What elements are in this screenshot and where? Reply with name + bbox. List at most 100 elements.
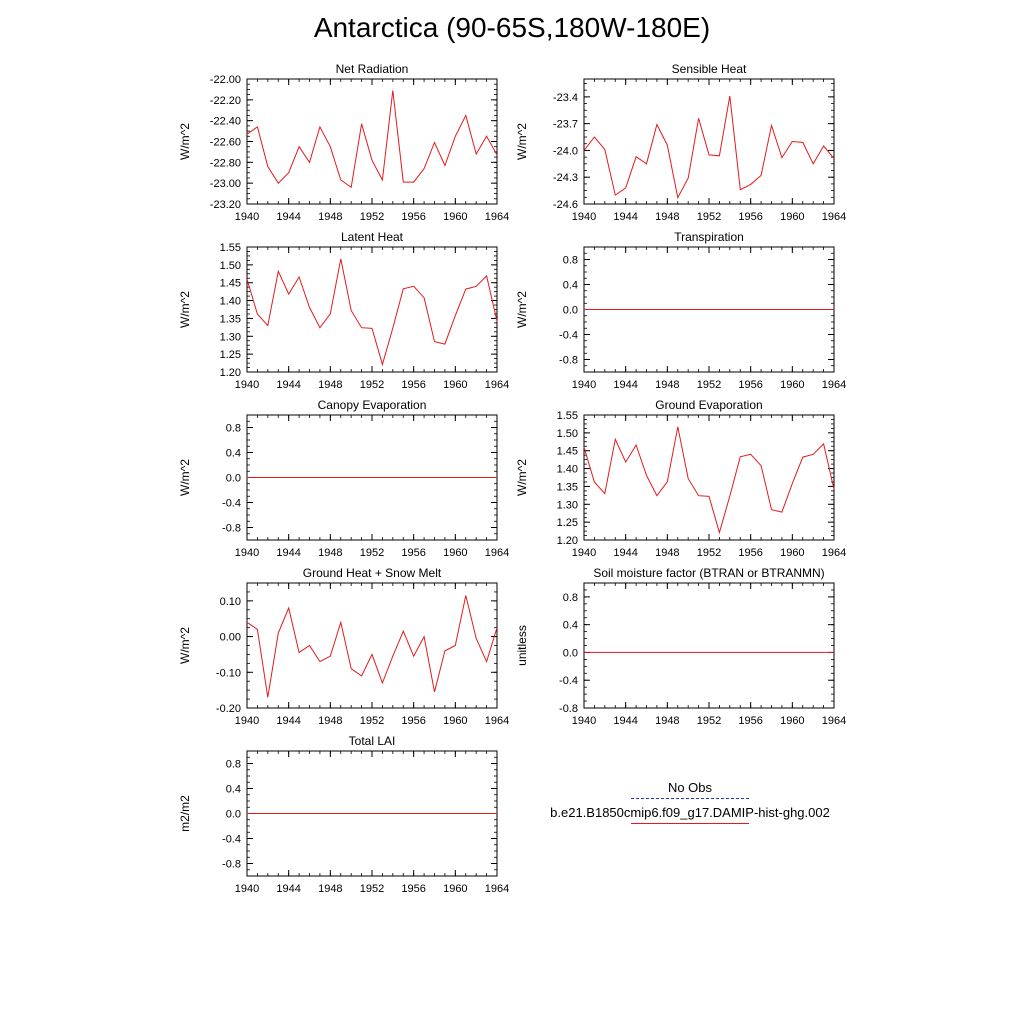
x-tick-label: 1956	[401, 715, 425, 727]
chart-panel: Latent Heat W/m^2 1.55 1.50 1.45 1.40 1.35 1.30…	[178, 230, 509, 391]
x-tick-label: 1940	[572, 547, 596, 559]
chart-panel: Total LAI m2/m2 0.8 0.4 0.0 -0.4 -0.8 1940 1944 1…	[178, 734, 509, 895]
x-tick-label: 1952	[697, 379, 721, 391]
y-tick-label: -23.20	[210, 199, 241, 211]
x-tick-label: 1944	[276, 379, 300, 391]
x-tick-label: 1944	[613, 547, 637, 559]
y-tick-label: -0.8	[559, 355, 578, 367]
series-line	[583, 95, 835, 200]
x-tick-label: 1948	[655, 211, 679, 223]
x-tick-label: 1964	[822, 547, 846, 559]
x-tick-label: 1948	[318, 715, 342, 727]
y-tick-label: -24.3	[553, 172, 578, 184]
y-tick-label: 0.00	[220, 632, 241, 644]
panel-title: Ground Evaporation	[655, 398, 762, 412]
x-tick-label: 1940	[235, 379, 259, 391]
x-tick-label: 1952	[360, 883, 384, 895]
y-tick-label: 0.8	[563, 592, 578, 604]
x-tick-label: 1948	[318, 883, 342, 895]
x-tick-label: 1960	[780, 211, 804, 223]
y-tick-label: -22.20	[210, 95, 241, 107]
y-tick-label: -0.4	[222, 498, 241, 510]
x-tick-label: 1948	[655, 715, 679, 727]
y-tick-label: -22.80	[210, 157, 241, 169]
legend: No Obs b.e21.B1850cmip6.f09_g17.DAMIP-hi…	[530, 780, 850, 830]
x-tick-label: 1948	[318, 547, 342, 559]
y-tick-label: 0.0	[563, 647, 578, 659]
y-tick-label: 0.8	[226, 423, 241, 435]
y-axis-label: W/m^2	[178, 627, 192, 664]
y-tick-label: 0.4	[563, 620, 578, 632]
x-tick-label: 1956	[401, 379, 425, 391]
x-tick-label: 1944	[613, 379, 637, 391]
series-line	[583, 426, 835, 535]
y-tick-label: 1.45	[557, 446, 578, 458]
y-axis-label: W/m^2	[515, 123, 529, 160]
x-tick-label: 1940	[235, 883, 259, 895]
y-tick-label: 1.45	[220, 278, 241, 290]
x-tick-label: 1960	[443, 547, 467, 559]
x-tick-label: 1964	[485, 547, 509, 559]
y-tick-label: -23.00	[210, 178, 241, 190]
x-tick-label: 1952	[697, 211, 721, 223]
y-tick-label: 0.4	[226, 784, 241, 796]
y-tick-label: 0.0	[226, 809, 241, 821]
y-tick-label: 1.50	[220, 260, 241, 272]
series-line	[246, 90, 498, 189]
x-tick-label: 1940	[572, 715, 596, 727]
y-tick-label: -23.4	[553, 92, 578, 104]
y-tick-label: -0.8	[222, 523, 241, 535]
x-tick-label: 1940	[572, 379, 596, 391]
legend-model-line	[631, 823, 749, 824]
x-tick-label: 1964	[822, 379, 846, 391]
y-tick-label: 1.20	[557, 535, 578, 547]
plot-frame	[583, 582, 835, 709]
chart-panel: Ground Evaporation W/m^2 1.55 1.50 1.45 1.40 1…	[515, 398, 846, 559]
panel-title: Ground Heat + Snow Melt	[303, 566, 442, 580]
y-tick-label: -0.8	[222, 859, 241, 871]
x-tick-label: 1956	[401, 547, 425, 559]
x-tick-label: 1940	[235, 715, 259, 727]
x-tick-label: 1964	[485, 379, 509, 391]
y-axis-label: W/m^2	[178, 291, 192, 328]
plot-frame	[583, 414, 835, 541]
plot-frame	[246, 246, 498, 373]
legend-model-label: b.e21.B1850cmip6.f09_g17.DAMIP-hist-ghg.…	[550, 805, 830, 820]
x-tick-label: 1960	[780, 715, 804, 727]
x-tick-label: 1960	[443, 715, 467, 727]
x-tick-label: 1940	[235, 547, 259, 559]
x-tick-label: 1960	[443, 379, 467, 391]
y-tick-label: -0.8	[559, 703, 578, 715]
panel-title: Sensible Heat	[672, 62, 747, 76]
y-tick-label: 0.4	[563, 280, 578, 292]
y-tick-label: 1.55	[220, 242, 241, 254]
x-tick-label: 1964	[485, 883, 509, 895]
x-tick-label: 1956	[738, 715, 762, 727]
y-tick-label: 1.40	[220, 296, 241, 308]
x-tick-label: 1948	[655, 379, 679, 391]
legend-obs-line	[631, 798, 749, 799]
x-tick-label: 1956	[401, 883, 425, 895]
y-axis-label: W/m^2	[515, 459, 529, 496]
x-tick-label: 1956	[738, 211, 762, 223]
x-tick-label: 1944	[276, 715, 300, 727]
y-tick-label: 1.50	[557, 428, 578, 440]
x-tick-label: 1952	[697, 547, 721, 559]
x-tick-label: 1960	[780, 379, 804, 391]
y-tick-label: -24.0	[553, 145, 578, 157]
y-tick-label: 0.10	[220, 596, 241, 608]
x-tick-label: 1960	[443, 883, 467, 895]
x-tick-label: 1940	[235, 211, 259, 223]
y-tick-label: 1.25	[557, 517, 578, 529]
y-tick-label: 1.55	[557, 410, 578, 422]
y-tick-label: -23.7	[553, 119, 578, 131]
y-axis-label: W/m^2	[178, 459, 192, 496]
x-tick-label: 1952	[360, 211, 384, 223]
y-axis-label: W/m^2	[178, 123, 192, 160]
x-tick-label: 1948	[655, 547, 679, 559]
chart-panel: Canopy Evaporation W/m^2 0.8 0.4 0.0 -0.4 -0.8…	[178, 398, 509, 559]
panel-title: Soil moisture factor (BTRAN or BTRANMN)	[593, 566, 824, 580]
chart-panel: Ground Heat + Snow Melt W/m^2 0.10 0.00 -0.1…	[178, 566, 509, 727]
chart-panel: Soil moisture factor (BTRAN or BTRANMN) u…	[515, 566, 846, 727]
